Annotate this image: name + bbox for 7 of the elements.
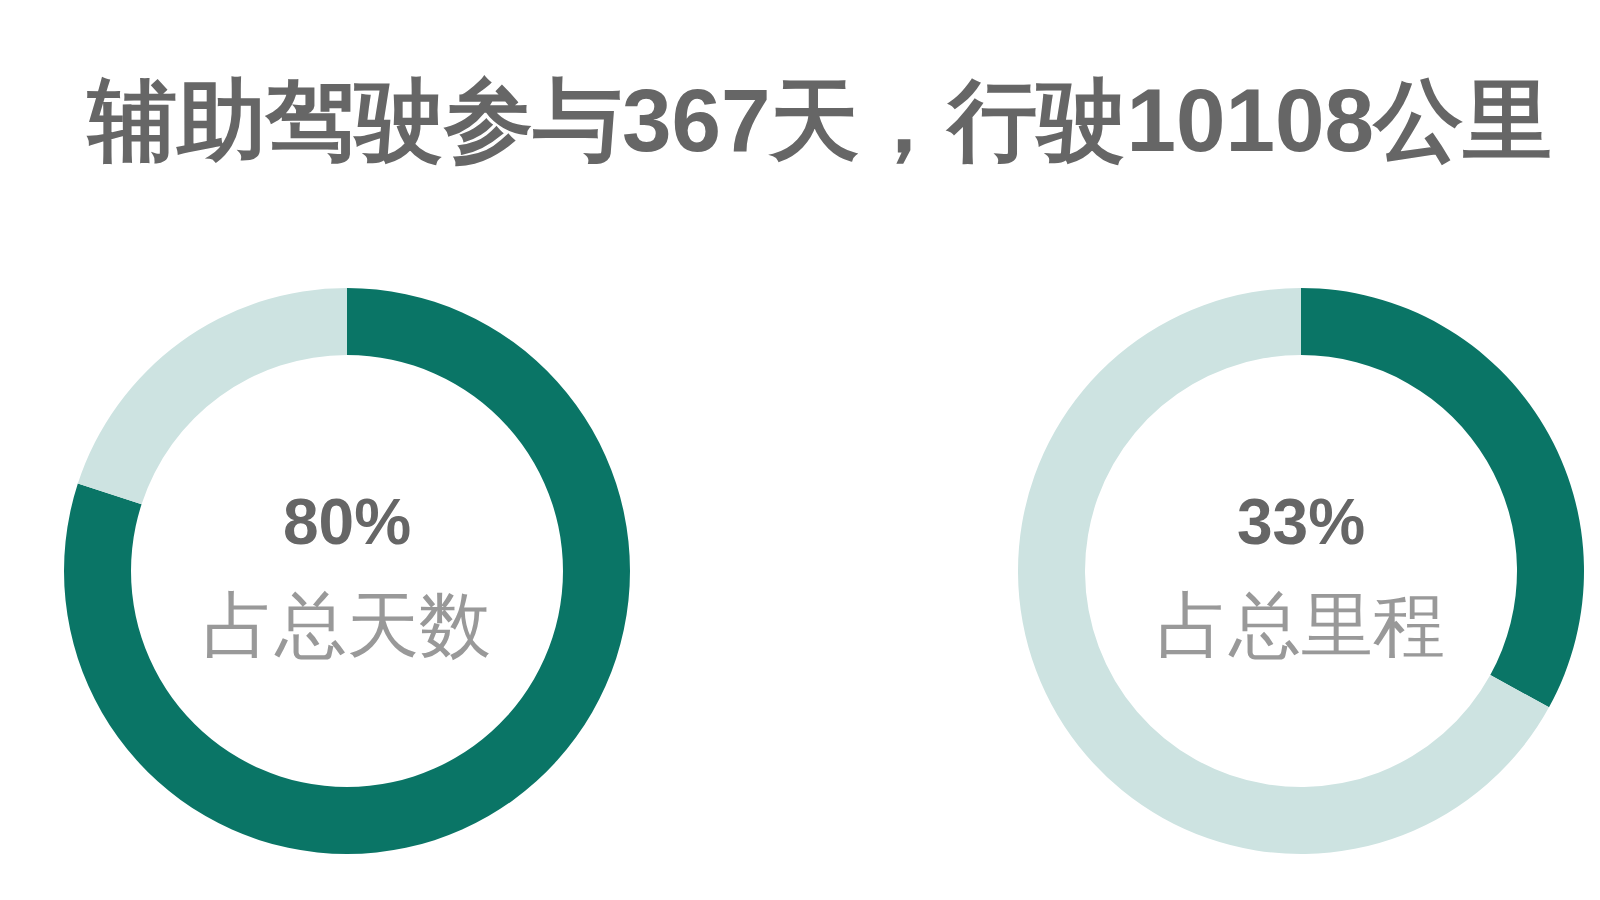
data-label: 33% [1236,486,1366,558]
donut-slice [64,288,630,854]
text: 占总里程 [1157,585,1445,665]
text: 占总天数 [203,585,491,665]
data-label: 80% [282,486,412,558]
donut-slice [1018,288,1549,854]
text: 辅助驾驶参与367天，行驶10108公里 [86,70,1553,170]
